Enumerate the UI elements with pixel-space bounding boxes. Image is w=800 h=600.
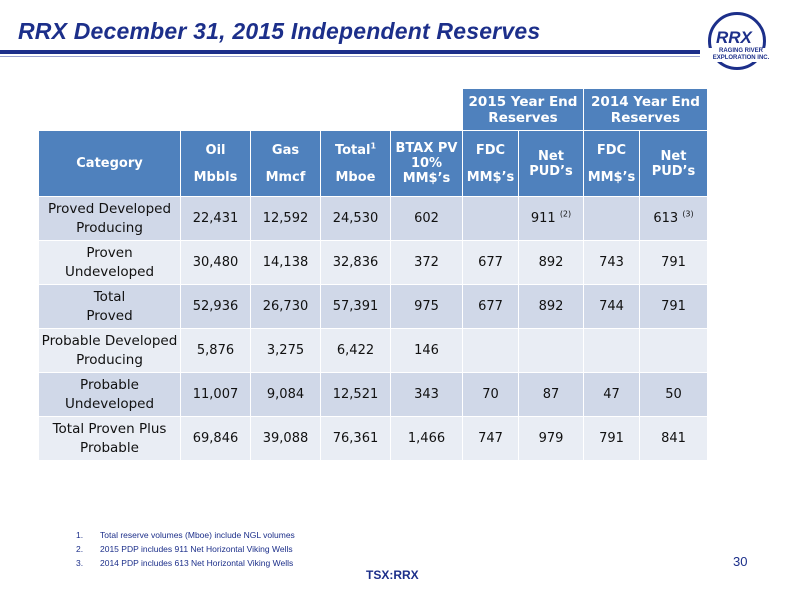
category-cell: Total Proven Plus Probable: [38, 416, 181, 461]
logo-name: RRX: [716, 28, 752, 47]
oil-cell: 5,876: [180, 328, 251, 373]
col-header-fdc-2014: FDC MM$’s: [583, 130, 640, 197]
net-puds-2014-cell: 841: [639, 416, 708, 461]
logo-subtitle-line2: EXPLORATION INC.: [712, 55, 770, 61]
total-footnote-marker: 1: [370, 141, 377, 151]
table-row: Probable Undeveloped 11,007 9,084 12,521 343 7…: [38, 372, 708, 417]
company-logo: RRX RAGING RIVER EXPLORATION INC.: [700, 12, 782, 78]
btax-pv-cell: 343: [390, 372, 463, 417]
group-header-2014: 2014 Year End Reserves: [583, 88, 708, 131]
fdc-2014-cell: 743: [583, 240, 640, 285]
column-header-row: Category Oil Mbbls Gas Mmcf Total1 Mboe BTA…: [38, 130, 708, 197]
total-mboe-cell: 6,422: [320, 328, 391, 373]
net-puds-2015-cell: 87: [518, 372, 584, 417]
btax-pv-cell: 1,466: [390, 416, 463, 461]
oil-cell: 11,007: [180, 372, 251, 417]
net-puds-2014-cell: 791: [639, 240, 708, 285]
btax-pv-cell: 975: [390, 284, 463, 329]
page-number: 30: [733, 554, 748, 569]
title-divider: [0, 50, 700, 54]
total-mboe-cell: 24,530: [320, 196, 391, 241]
oil-cell: 22,431: [180, 196, 251, 241]
fdc-2015-cell: 677: [462, 240, 519, 285]
net-puds-2015-cell: 911 (2): [518, 196, 584, 241]
title-divider-thin: [0, 56, 700, 57]
fdc-2014-cell: 744: [583, 284, 640, 329]
net-puds-2015-cell: 892: [518, 284, 584, 329]
fdc-2015-cell: [462, 328, 519, 373]
table-row: Proved Developed Producing 22,431 12,592 24,…: [38, 196, 708, 241]
slide-title: RRX December 31, 2015 Independent Reserv…: [18, 18, 541, 44]
table-row: Probable Developed Producing 5,876 3,275 6,4…: [38, 328, 708, 373]
footnote-marker: (2): [559, 209, 572, 219]
net-puds-2014-cell: 791: [639, 284, 708, 329]
net-puds-2015-cell: 892: [518, 240, 584, 285]
ticker-symbol: TSX:RRX: [366, 568, 419, 582]
col-header-fdc-2015: FDC MM$’s: [462, 130, 519, 197]
col-header-oil: Oil Mbbls: [180, 130, 251, 197]
col-header-gas: Gas Mmcf: [250, 130, 321, 197]
oil-cell: 30,480: [180, 240, 251, 285]
fdc-2014-cell: 47: [583, 372, 640, 417]
fdc-2014-cell: 791: [583, 416, 640, 461]
group-header-blank: [38, 88, 463, 131]
total-mboe-cell: 57,391: [320, 284, 391, 329]
gas-cell: 3,275: [250, 328, 321, 373]
gas-cell: 9,084: [250, 372, 321, 417]
table-row: Total Proved 52,936 26,730 57,391 975 677 892 7…: [38, 284, 708, 329]
fdc-2014-cell: [583, 328, 640, 373]
gas-cell: 39,088: [250, 416, 321, 461]
net-puds-2015-cell: [518, 328, 584, 373]
category-cell: Probable Developed Producing: [38, 328, 181, 373]
group-header-row: 2015 Year End Reserves 2014 Year End Res…: [38, 88, 708, 131]
col-header-category: Category: [38, 130, 181, 197]
total-mboe-cell: 12,521: [320, 372, 391, 417]
fdc-2015-cell: [462, 196, 519, 241]
fdc-2014-cell: [583, 196, 640, 241]
footnote-marker: (3): [682, 209, 694, 219]
col-header-net-puds-2014: Net PUD’s: [639, 130, 708, 197]
net-puds-2014-cell: [639, 328, 708, 373]
fdc-2015-cell: 747: [462, 416, 519, 461]
oil-cell: 69,846: [180, 416, 251, 461]
gas-cell: 14,138: [250, 240, 321, 285]
col-header-total: Total1 Mboe: [320, 130, 391, 197]
category-cell: Proved Developed Producing: [38, 196, 181, 241]
col-header-net-puds-2015: Net PUD’s: [518, 130, 584, 197]
category-cell: Proven Undeveloped: [38, 240, 181, 285]
footnote-3: 3. 2014 PDP includes 613 Net Horizontal V…: [76, 558, 294, 568]
btax-pv-cell: 602: [390, 196, 463, 241]
oil-cell: 52,936: [180, 284, 251, 329]
fdc-2015-cell: 677: [462, 284, 519, 329]
category-cell: Total Proved: [38, 284, 181, 329]
net-puds-2014-cell: 613 (3): [639, 196, 708, 241]
gas-cell: 26,730: [250, 284, 321, 329]
col-header-btax: BTAX PV 10% MM$’s: [390, 130, 463, 197]
footnote-2: 2. 2015 PDP includes 911 Net Horizontal V…: [76, 544, 293, 554]
net-puds-2014-cell: 50: [639, 372, 708, 417]
footnote-1: 1. Total reserve volumes (Mboe) include N…: [76, 530, 295, 540]
net-puds-2015-cell: 979: [518, 416, 584, 461]
btax-pv-cell: 146: [390, 328, 463, 373]
gas-cell: 12,592: [250, 196, 321, 241]
table-body: Proved Developed Producing 22,431 12,592 24,…: [38, 196, 708, 461]
logo-subtitle: RAGING RIVER EXPLORATION INC.: [700, 48, 782, 62]
table-row: Proven Undeveloped 30,480 14,138 32,836 372 67…: [38, 240, 708, 285]
category-cell: Probable Undeveloped: [38, 372, 181, 417]
total-mboe-cell: 32,836: [320, 240, 391, 285]
logo-subtitle-line1: RAGING RIVER: [718, 48, 763, 54]
footnotes: 1. Total reserve volumes (Mboe) include N…: [76, 528, 295, 570]
reserves-table: 2015 Year End Reserves 2014 Year End Res…: [38, 88, 708, 461]
total-mboe-cell: 76,361: [320, 416, 391, 461]
table-row: Total Proven Plus Probable 69,846 39,088 76,…: [38, 416, 708, 461]
btax-pv-cell: 372: [390, 240, 463, 285]
fdc-2015-cell: 70: [462, 372, 519, 417]
group-header-2015: 2015 Year End Reserves: [462, 88, 584, 131]
